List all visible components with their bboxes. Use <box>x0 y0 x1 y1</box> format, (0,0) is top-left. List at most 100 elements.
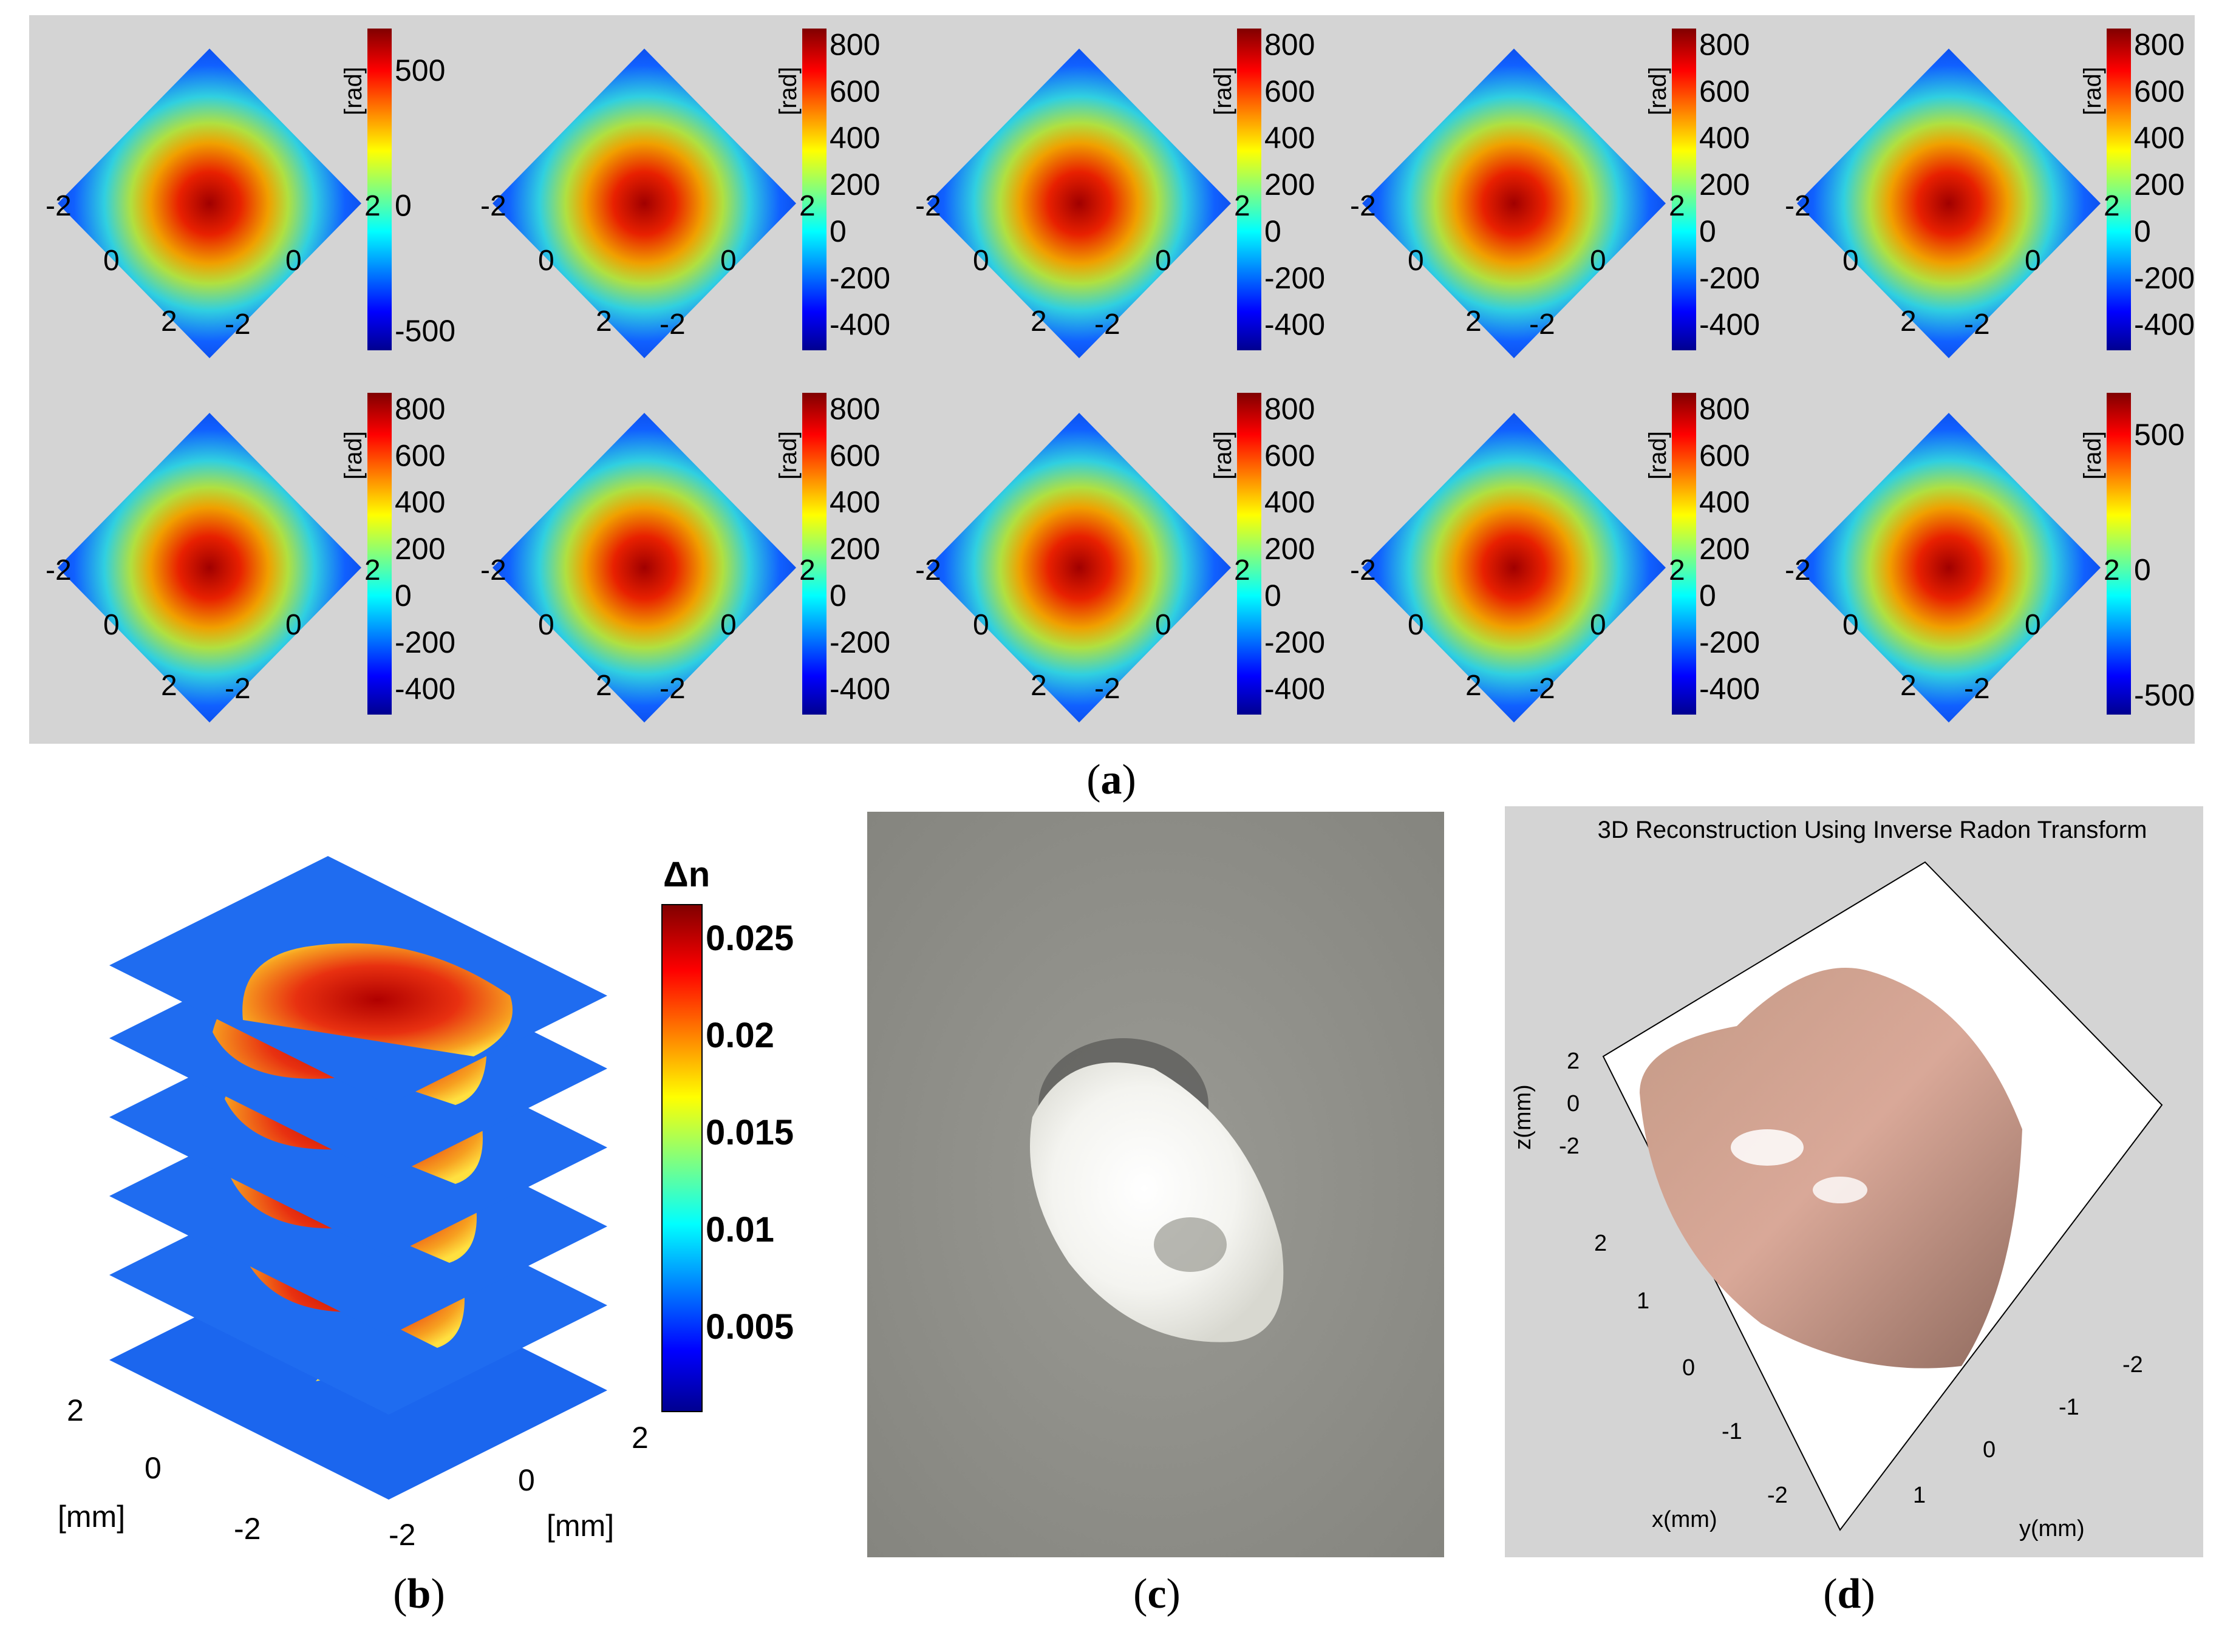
colorbar-tick: -400 <box>830 308 890 342</box>
panel-d-z-label: z(mm) <box>1510 1084 1536 1150</box>
colorbar-unit-label: [rad] <box>340 67 367 115</box>
colorbar-tick: 200 <box>395 532 445 566</box>
colorbar-tick: -500 <box>395 314 455 348</box>
colorbar-tick: 0 <box>830 579 847 613</box>
colorbar-tick: 600 <box>1264 74 1315 108</box>
colorbar-unit-label: [rad] <box>2079 431 2106 480</box>
panel-d-z-tick: 0 <box>1567 1091 1580 1117</box>
panel-d-z-tick: 2 <box>1567 1049 1580 1074</box>
axis-tick: 2 <box>596 305 612 338</box>
panel-b-tick: 2 <box>632 1421 649 1455</box>
colorbar-tick: -400 <box>1699 308 1760 342</box>
panel-b-caption: (b) <box>393 1571 445 1617</box>
specimen <box>1030 1062 1284 1342</box>
colorbar-tick: 800 <box>1264 28 1315 62</box>
colorbar-tick: -200 <box>395 625 455 659</box>
axis-tick: 0 <box>1842 609 1859 641</box>
colorbar-tick: -200 <box>1699 261 1760 295</box>
panel-b-tick: -2 <box>234 1512 261 1546</box>
colorbar-tick: -200 <box>1264 261 1325 295</box>
axis-tick: 0 <box>538 245 554 277</box>
colorbar-tick: 800 <box>830 392 880 426</box>
colorbar-tick: 800 <box>830 28 880 62</box>
colorbar-tick: 800 <box>1264 392 1315 426</box>
axis-tick: 0 <box>103 609 120 641</box>
panel-d-x-tick: 2 <box>1594 1231 1607 1256</box>
axis-tick: 0 <box>2025 609 2041 641</box>
axis-tick: 2 <box>2104 554 2120 586</box>
phase-surface <box>493 49 796 358</box>
axis-tick: -2 <box>1350 190 1376 222</box>
colorbar-tick: -200 <box>1264 625 1325 659</box>
panel-d: 3D Reconstruction Using Inverse Radon Tr… <box>1505 806 2203 1617</box>
colorbar-tick: 200 <box>830 532 880 566</box>
phase-surface <box>927 49 1231 358</box>
colorbar-tick: -400 <box>2134 308 2195 342</box>
colorbar <box>2107 393 2131 715</box>
colorbar-unit-label: [rad] <box>775 431 802 480</box>
panel-d-y-tick: -1 <box>2059 1395 2079 1420</box>
axis-tick: -2 <box>1094 673 1120 705</box>
phase-surface <box>927 413 1231 722</box>
axis-tick: -2 <box>1529 308 1555 341</box>
colorbar-tick: 0 <box>395 579 412 613</box>
colorbar-tick: 400 <box>1264 485 1315 519</box>
phase-surface <box>493 413 796 722</box>
colorbar-tick: -400 <box>1264 672 1325 706</box>
axis-tick: -2 <box>1785 190 1811 222</box>
reconstruction-surface <box>1640 968 2022 1368</box>
axis-tick: 0 <box>720 609 737 641</box>
colorbar-tick: 800 <box>2134 28 2184 62</box>
axis-tick: 0 <box>973 609 989 641</box>
colorbar-unit-label: [rad] <box>1210 431 1236 480</box>
axis-tick: 2 <box>1031 670 1047 702</box>
phase-surface <box>58 413 361 722</box>
axis-tick: 2 <box>161 305 177 338</box>
axis-tick: -2 <box>46 554 72 586</box>
colorbar-unit-label: [rad] <box>1645 67 1671 115</box>
phase-surface <box>1362 49 1666 358</box>
colorbar-tick: 0 <box>830 214 847 248</box>
panel-b-colorbar-tick: 0.01 <box>706 1210 774 1249</box>
colorbar <box>1672 29 1696 350</box>
colorbar-tick: 400 <box>1699 485 1750 519</box>
colorbar-tick: 400 <box>2134 121 2184 155</box>
colorbar-unit-label: [rad] <box>2079 67 2106 115</box>
colorbar-tick: 600 <box>830 438 880 472</box>
axis-tick: -2 <box>480 190 506 222</box>
colorbar <box>802 29 827 350</box>
axis-tick: -2 <box>1964 308 1990 341</box>
phase-surface <box>1797 413 2101 722</box>
colorbar <box>367 29 392 350</box>
axis-tick: -2 <box>915 190 941 222</box>
colorbar-unit-label: [rad] <box>340 431 367 480</box>
axis-tick: 2 <box>1900 305 1917 338</box>
colorbar-tick: -200 <box>1699 625 1760 659</box>
colorbar <box>367 393 392 715</box>
axis-tick: -2 <box>480 554 506 586</box>
colorbar-tick: 400 <box>830 121 880 155</box>
axis-tick: -2 <box>1350 554 1376 586</box>
colorbar-tick: 500 <box>395 53 445 87</box>
panel-b-colorbar-label: Δn <box>663 855 710 894</box>
panel-c-caption: (c) <box>1133 1571 1181 1617</box>
colorbar <box>1672 393 1696 715</box>
panel-d-x-tick: 0 <box>1682 1355 1695 1381</box>
colorbar-tick: -200 <box>830 261 890 295</box>
colorbar-tick: -500 <box>2134 678 2195 712</box>
colorbar-unit-label: [rad] <box>1645 431 1671 480</box>
axis-tick: 0 <box>1408 245 1424 277</box>
panel-b-tick: -2 <box>389 1518 415 1552</box>
colorbar-tick: 600 <box>2134 74 2184 108</box>
colorbar-unit-label: [rad] <box>1210 67 1236 115</box>
colorbar-tick: 0 <box>395 189 412 223</box>
axis-tick: 2 <box>799 554 816 586</box>
axis-tick: 0 <box>1408 609 1424 641</box>
colorbar-tick: 200 <box>2134 168 2184 202</box>
panel-b-colorbar-tick: 0.02 <box>706 1016 774 1055</box>
